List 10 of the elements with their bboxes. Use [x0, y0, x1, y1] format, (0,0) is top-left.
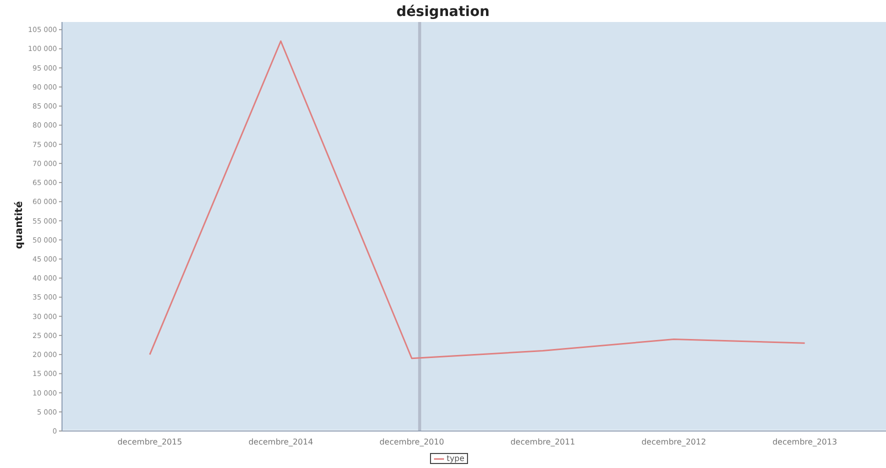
x-tick-label: decembre_2015: [117, 438, 182, 447]
x-tick-label: decembre_2010: [379, 438, 444, 447]
x-tick-label: decembre_2012: [641, 438, 706, 447]
x-tick-label: decembre_2014: [248, 438, 314, 447]
x-tick-label: decembre_2011: [510, 438, 576, 447]
line-series: [149, 40, 806, 360]
legend-label: type: [446, 454, 464, 463]
chart-title: désignation: [395, 4, 491, 20]
x-tick-label: decembre_2013: [772, 438, 838, 447]
y-axis-title: quantité: [14, 201, 25, 249]
